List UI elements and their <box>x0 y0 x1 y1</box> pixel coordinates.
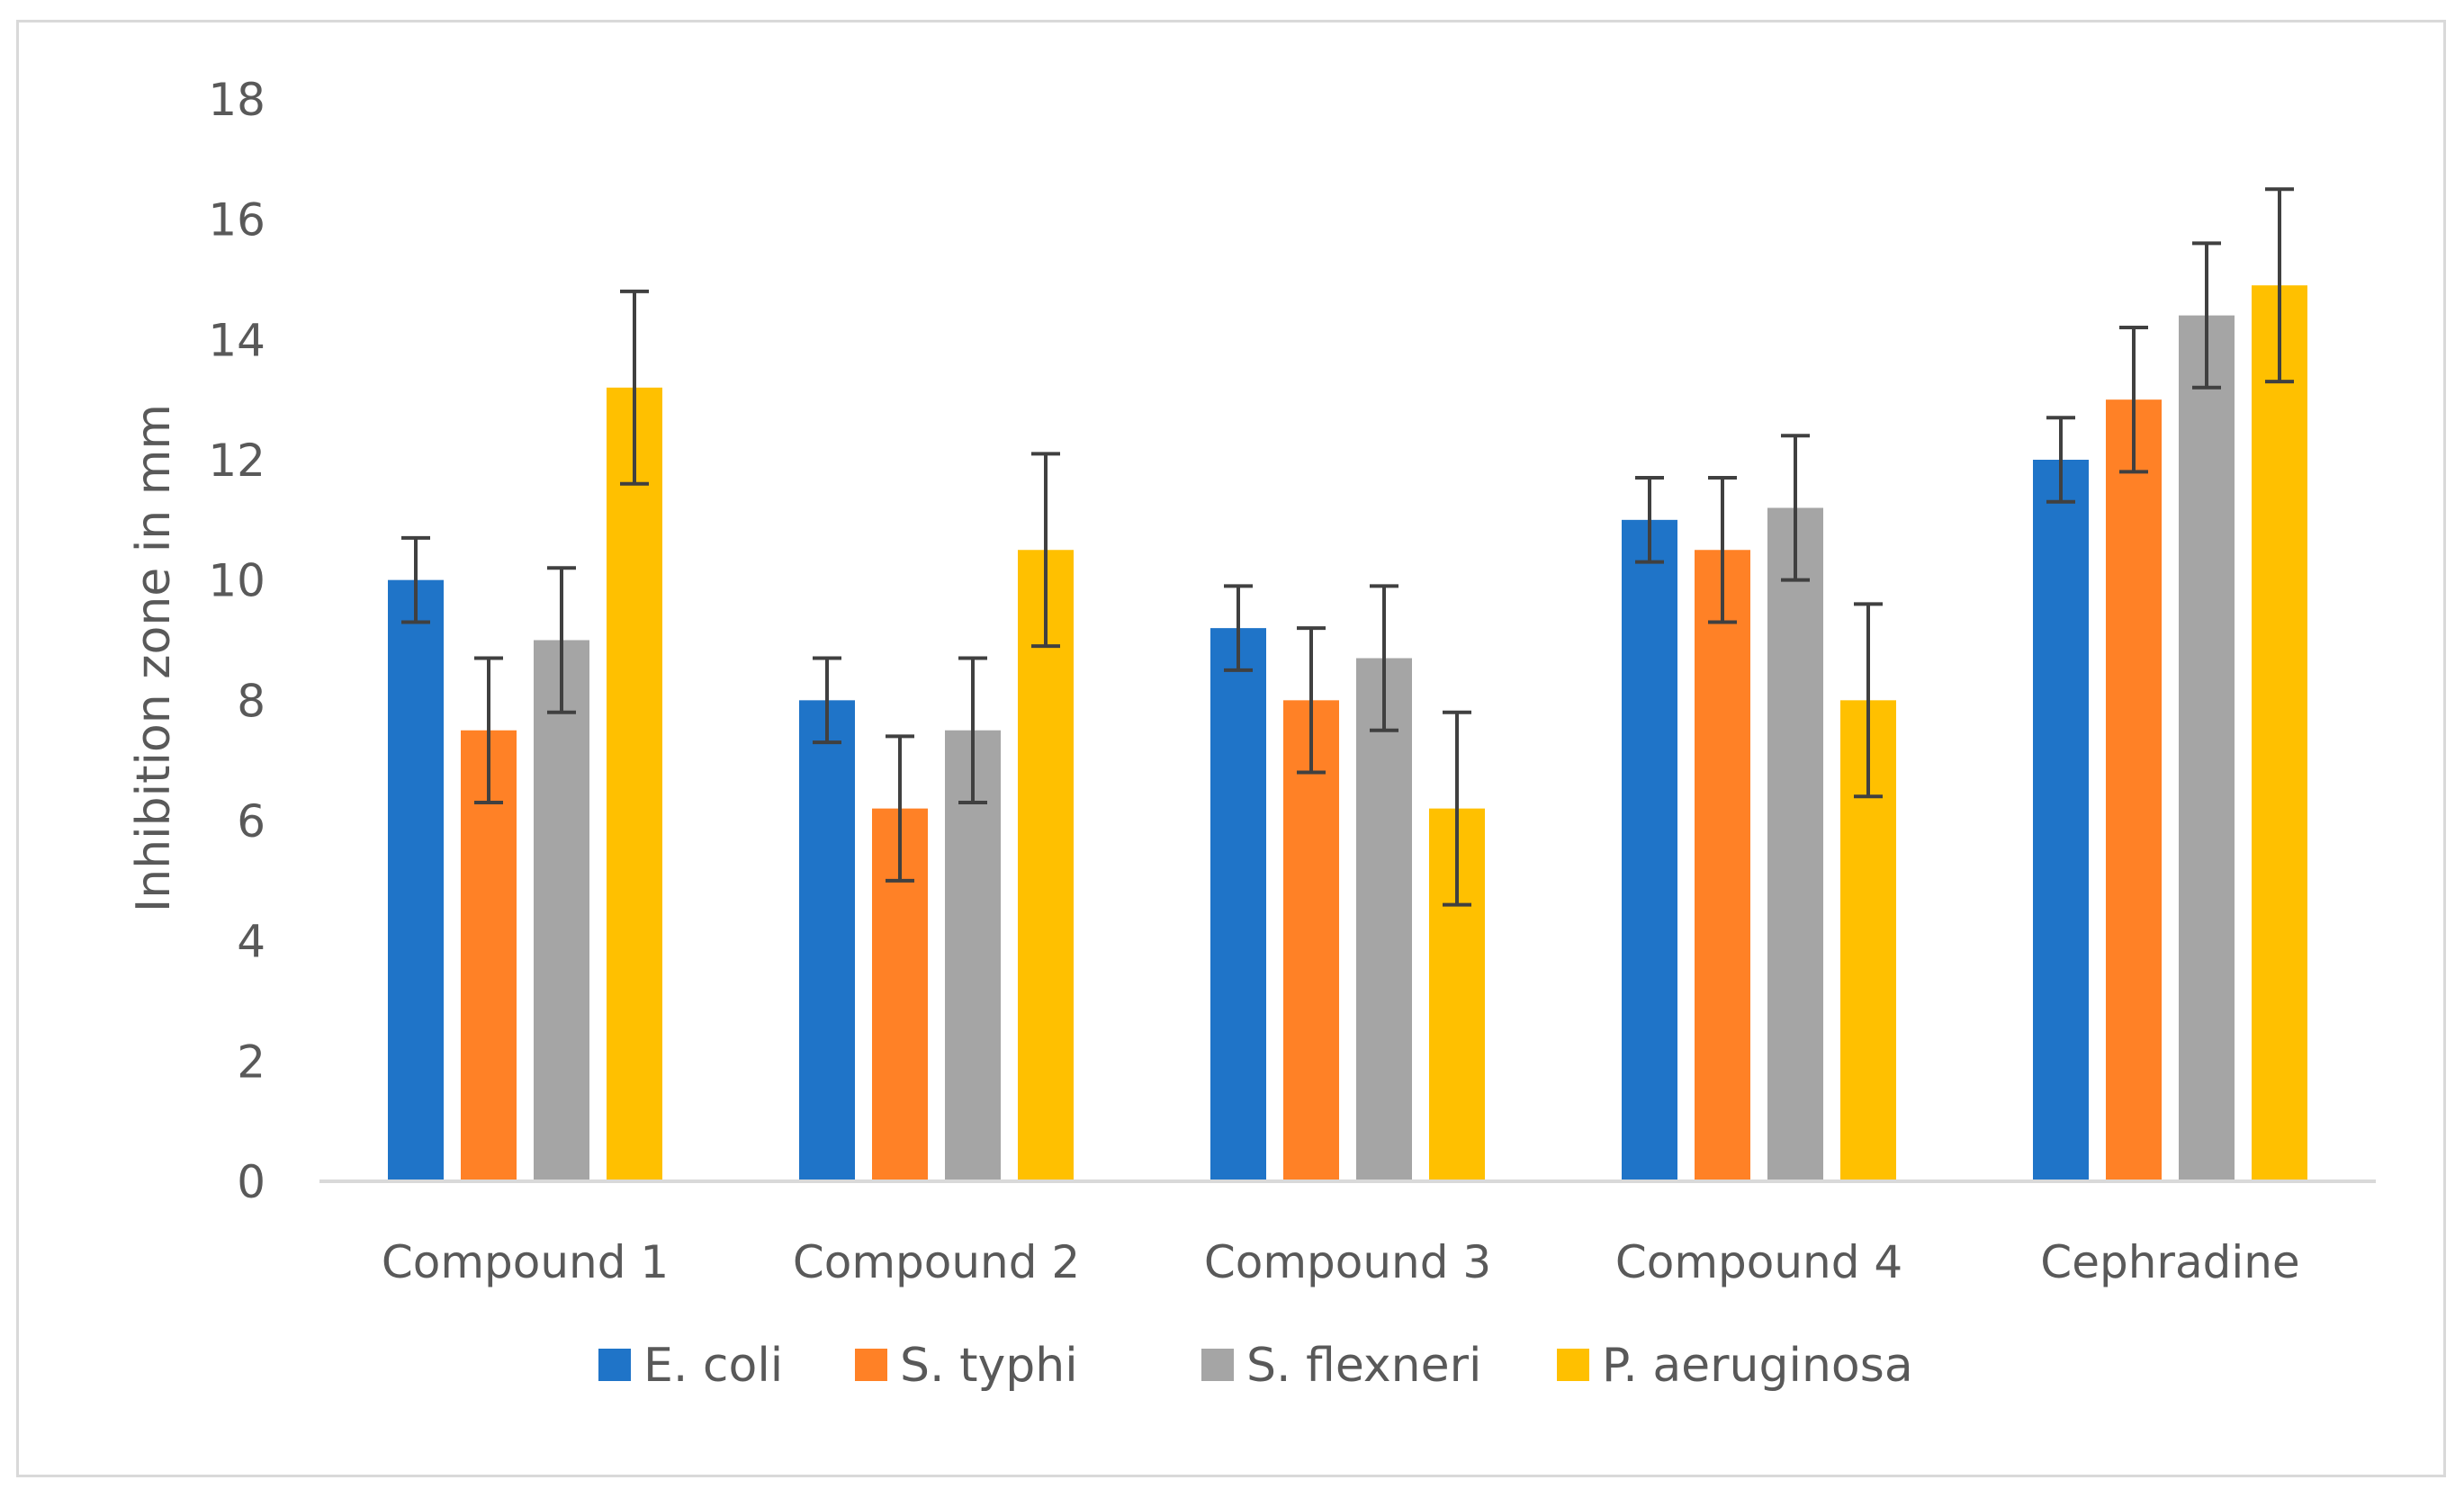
y-tick-label: 8 <box>237 675 265 727</box>
bar <box>1695 550 1750 1181</box>
bar <box>461 730 517 1181</box>
y-tick-label: 16 <box>208 194 265 247</box>
x-tick-label: Compound 4 <box>1615 1236 1902 1288</box>
bar <box>1767 507 1823 1181</box>
bar <box>1283 700 1339 1181</box>
legend-swatch <box>855 1349 887 1381</box>
legend: E. coli S. typhi S. flexneri P. aeruginosa <box>598 1339 1913 1393</box>
y-tick-label: 2 <box>237 1036 265 1088</box>
bar <box>1018 550 1074 1181</box>
bar <box>799 700 855 1181</box>
bar <box>2033 460 2089 1181</box>
x-tick-label: Compound 1 <box>382 1236 669 1288</box>
legend-label: P. aeruginosa <box>1602 1339 1913 1393</box>
legend-swatch <box>598 1349 631 1381</box>
legend-swatch <box>1557 1349 1589 1381</box>
bar <box>1356 658 1412 1181</box>
bars-group <box>388 285 2307 1182</box>
bar <box>1210 628 1266 1181</box>
bar <box>2252 285 2307 1181</box>
y-tick-label: 18 <box>208 74 265 126</box>
bar <box>2106 399 2162 1182</box>
bar <box>607 387 662 1181</box>
y-tick-label: 12 <box>208 435 265 487</box>
legend-swatch <box>1201 1349 1234 1381</box>
bar <box>534 640 589 1181</box>
legend-label: S. flexneri <box>1246 1339 1481 1393</box>
y-axis-ticks: 0 2 4 6 8 10 12 14 16 18 <box>208 74 265 1208</box>
error-bars-group <box>401 187 2294 907</box>
y-tick-label: 6 <box>237 795 265 848</box>
legend-label: E. coli <box>643 1339 783 1393</box>
bar <box>2179 315 2235 1182</box>
y-tick-label: 4 <box>237 916 265 968</box>
y-tick-label: 10 <box>208 555 265 607</box>
y-tick-label: 0 <box>237 1156 265 1208</box>
x-axis-category-labels: Compound 1 Compound 2 Compound 3 Compound 4… <box>382 1236 2300 1288</box>
bar <box>388 579 444 1181</box>
x-tick-label: Cephradine <box>2040 1236 2299 1288</box>
y-axis-title: Inhibition zone in mm <box>127 404 181 912</box>
legend-label: S. typhi <box>900 1339 1078 1393</box>
bar <box>945 730 1001 1181</box>
x-tick-label: Compound 3 <box>1204 1236 1491 1288</box>
bar <box>1622 519 1677 1181</box>
x-tick-label: Compound 2 <box>793 1236 1080 1288</box>
y-tick-label: 14 <box>208 314 265 366</box>
